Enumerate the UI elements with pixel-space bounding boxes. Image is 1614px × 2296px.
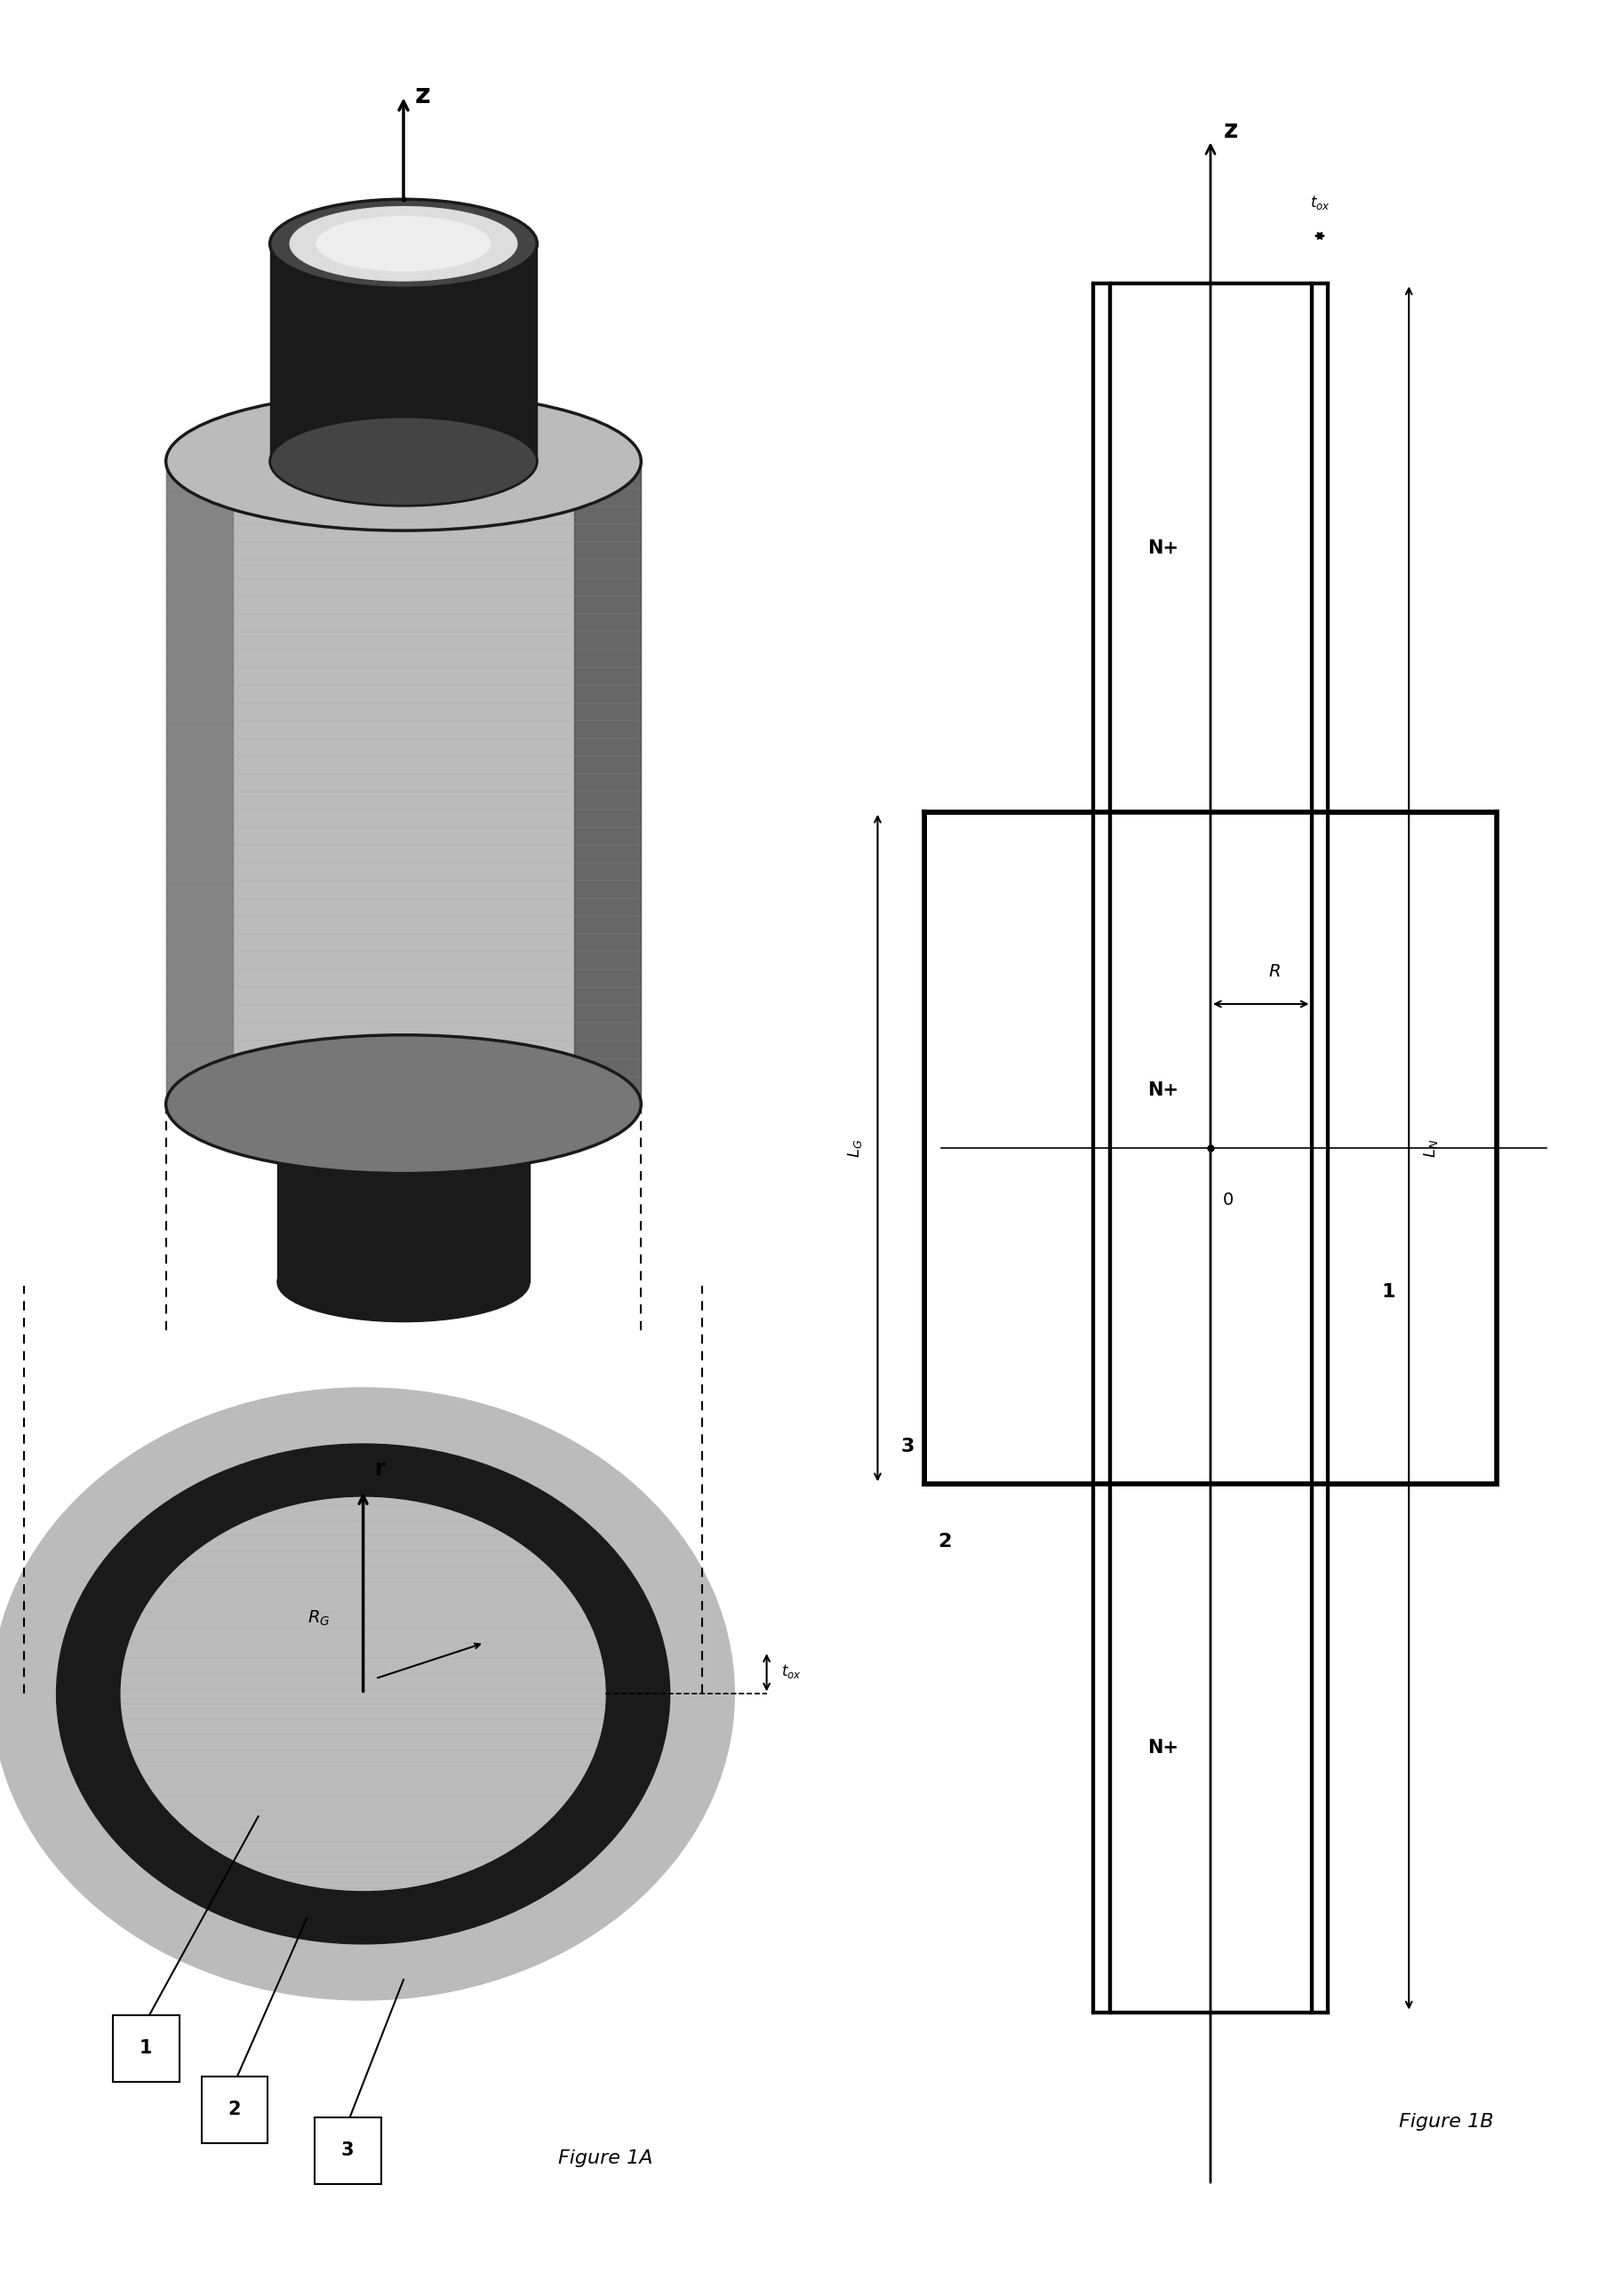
Bar: [1110, 285, 1312, 2011]
Bar: [1312, 285, 1328, 2011]
Text: 2: 2: [228, 2101, 240, 2119]
Text: $t_{ox}$: $t_{ox}$: [1309, 195, 1330, 211]
Text: 1: 1: [1382, 1283, 1396, 1302]
Text: 1: 1: [139, 2039, 152, 2057]
Bar: [166, 461, 641, 1104]
FancyBboxPatch shape: [315, 2117, 381, 2183]
Ellipse shape: [278, 1242, 529, 1322]
Ellipse shape: [270, 200, 537, 289]
Text: $L_N$: $L_N$: [1422, 1139, 1440, 1157]
Bar: [278, 1104, 529, 1281]
Bar: [166, 461, 232, 1104]
Ellipse shape: [56, 1444, 670, 1945]
Text: 0: 0: [1223, 1192, 1233, 1208]
FancyBboxPatch shape: [202, 2076, 268, 2142]
Text: 3: 3: [341, 2142, 353, 2158]
Text: $t_{ox}$: $t_{ox}$: [781, 1662, 801, 1681]
Ellipse shape: [0, 1387, 734, 2000]
Bar: [1093, 285, 1110, 2011]
Text: 3: 3: [901, 1437, 915, 1456]
Text: Figure 1A: Figure 1A: [558, 2149, 652, 2167]
Ellipse shape: [121, 1497, 605, 1890]
Bar: [575, 461, 641, 1104]
Text: r: r: [376, 1458, 386, 1479]
Text: N+: N+: [1148, 1081, 1178, 1100]
Text: Figure 1B: Figure 1B: [1399, 2112, 1493, 2131]
Ellipse shape: [166, 1035, 641, 1173]
Text: 2: 2: [938, 1534, 952, 1550]
Text: $R_G$: $R_G$: [307, 1609, 331, 1628]
Ellipse shape: [291, 207, 516, 280]
Ellipse shape: [316, 216, 491, 271]
Ellipse shape: [166, 393, 641, 530]
Text: $R$: $R$: [1269, 962, 1280, 980]
Bar: [925, 813, 1496, 1483]
Bar: [270, 243, 537, 461]
Ellipse shape: [270, 418, 537, 505]
FancyBboxPatch shape: [113, 2016, 179, 2082]
Text: N+: N+: [1148, 1738, 1178, 1756]
Text: z: z: [1223, 117, 1238, 142]
Text: $L_G$: $L_G$: [846, 1139, 863, 1157]
Text: z: z: [415, 83, 431, 108]
Text: N+: N+: [1148, 540, 1178, 558]
Ellipse shape: [278, 1065, 529, 1143]
